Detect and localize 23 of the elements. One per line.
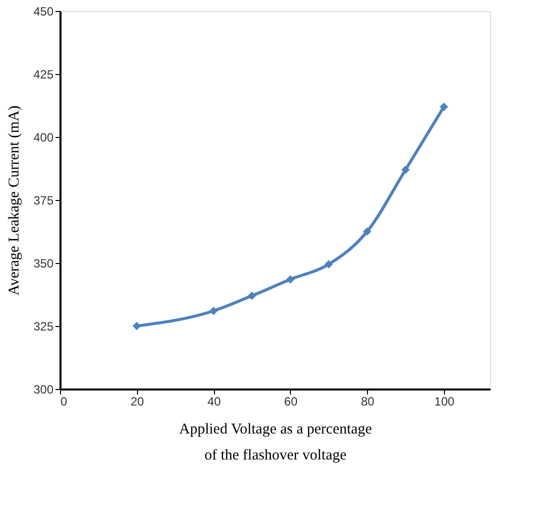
point: [440, 102, 448, 111]
x-tick-label: 80: [360, 394, 375, 408]
point: [362, 227, 372, 236]
y-tick-label: 375: [33, 194, 54, 208]
y-tick-label: 300: [33, 382, 54, 396]
y-tick-label: 425: [33, 68, 54, 82]
point: [324, 260, 333, 268]
x-tick-label: 0: [60, 394, 68, 408]
x-tick-label: 20: [130, 394, 144, 408]
x-axis-title: Applied Voltage as a percentage of the flashover voltage: [179, 422, 372, 464]
x-tick-label: 40: [207, 394, 222, 408]
point: [286, 275, 295, 284]
x-tick-label: 100: [434, 394, 455, 408]
point: [401, 166, 410, 174]
y-tick-label: 350: [33, 256, 54, 270]
x-tick-label: 60: [284, 394, 298, 408]
y-tick-label: 400: [33, 130, 54, 144]
point: [248, 292, 256, 300]
y-tick-label: 325: [33, 320, 54, 334]
point: [209, 306, 218, 316]
y-axis-title: Average Leakage Current (mA): [6, 105, 22, 296]
point: [132, 322, 141, 330]
y-tick-label: 450: [33, 4, 54, 18]
